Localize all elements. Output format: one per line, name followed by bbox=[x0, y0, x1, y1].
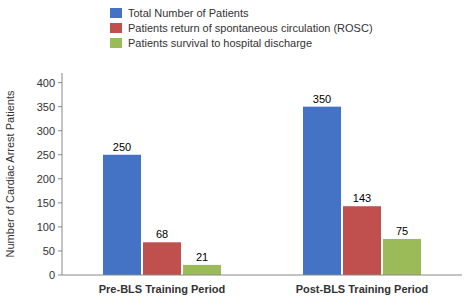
y-tick bbox=[58, 130, 62, 131]
x-axis-line bbox=[62, 275, 462, 276]
y-tick bbox=[58, 154, 62, 155]
legend: Total Number of Patients Patients return … bbox=[110, 7, 373, 49]
y-tick-label: 150 bbox=[37, 197, 55, 209]
legend-label: Total Number of Patients bbox=[128, 7, 249, 19]
y-tick-label: 300 bbox=[37, 125, 55, 137]
y-tick bbox=[58, 178, 62, 179]
chart-svg: Total Number of Patients Patients return … bbox=[0, 0, 474, 307]
legend-label: Patients return of spontaneous circulati… bbox=[128, 22, 373, 34]
x-tick-label: Post-BLS Training Period bbox=[296, 283, 429, 295]
y-axis-label: Number of Cardiac Arrest Patients bbox=[4, 90, 16, 257]
y-tick-label: 0 bbox=[49, 269, 55, 281]
y-tick-label: 100 bbox=[37, 221, 55, 233]
x-axis: Pre-BLS Training Period Post-BLS Training… bbox=[62, 275, 462, 295]
data-label: 75 bbox=[396, 225, 408, 237]
data-label: 250 bbox=[113, 141, 131, 153]
y-tick-label: 400 bbox=[37, 77, 55, 89]
legend-label: Patients survival to hospital discharge bbox=[128, 37, 312, 49]
y-tick-label: 350 bbox=[37, 101, 55, 113]
y-tick-label: 50 bbox=[43, 245, 55, 257]
data-label: 68 bbox=[156, 228, 168, 240]
bar bbox=[183, 265, 221, 275]
x-tick-label: Pre-BLS Training Period bbox=[99, 283, 226, 295]
y-axis: 0 50 100 150 200 250 300 350 400 bbox=[37, 73, 62, 281]
chart-container: Total Number of Patients Patients return … bbox=[0, 0, 474, 307]
legend-swatch bbox=[110, 8, 122, 18]
bar bbox=[103, 155, 141, 275]
y-tick bbox=[58, 275, 62, 276]
bar bbox=[143, 242, 181, 275]
y-tick-label: 200 bbox=[37, 173, 55, 185]
data-label: 143 bbox=[353, 192, 371, 204]
bar bbox=[343, 206, 381, 275]
data-label: 21 bbox=[196, 251, 208, 263]
legend-swatch bbox=[110, 38, 122, 48]
y-tick bbox=[58, 226, 62, 227]
bar bbox=[383, 239, 421, 275]
y-tick bbox=[58, 82, 62, 83]
y-tick bbox=[58, 250, 62, 251]
bars bbox=[103, 107, 421, 275]
y-tick bbox=[58, 202, 62, 203]
y-axis-line bbox=[62, 73, 63, 275]
data-label: 350 bbox=[313, 93, 331, 105]
bar bbox=[303, 107, 341, 275]
y-tick-label: 250 bbox=[37, 149, 55, 161]
y-tick bbox=[58, 106, 62, 107]
legend-swatch bbox=[110, 23, 122, 33]
data-labels: 250 350 68 143 21 75 bbox=[113, 93, 408, 263]
